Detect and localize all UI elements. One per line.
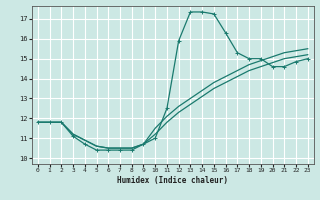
X-axis label: Humidex (Indice chaleur): Humidex (Indice chaleur) xyxy=(117,176,228,185)
